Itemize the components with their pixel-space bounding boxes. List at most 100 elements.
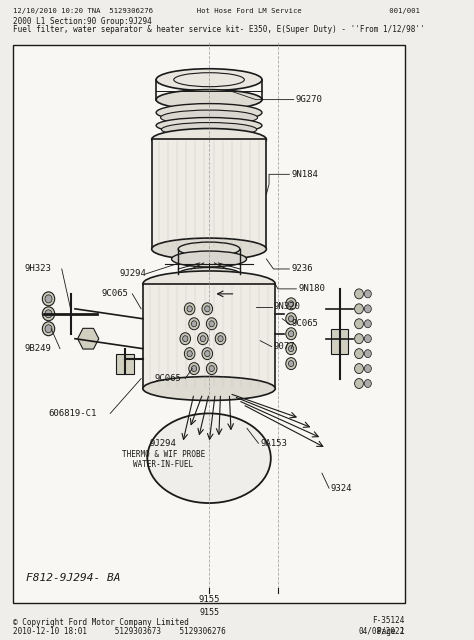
Circle shape bbox=[191, 365, 197, 372]
Circle shape bbox=[215, 333, 226, 345]
Ellipse shape bbox=[162, 122, 257, 136]
Circle shape bbox=[202, 303, 212, 315]
Text: 9077: 9077 bbox=[273, 342, 295, 351]
Circle shape bbox=[365, 380, 371, 387]
Circle shape bbox=[289, 316, 294, 322]
Bar bbox=[331, 329, 348, 354]
Circle shape bbox=[355, 289, 364, 299]
Text: 12/10/2010 10:20 TNA  5129306276          Hot Hose Ford LM Service              : 12/10/2010 10:20 TNA 5129306276 Hot Hose… bbox=[13, 8, 420, 14]
Circle shape bbox=[365, 335, 371, 342]
Text: 9J294: 9J294 bbox=[150, 439, 177, 448]
Ellipse shape bbox=[143, 376, 275, 401]
Circle shape bbox=[365, 349, 371, 358]
Ellipse shape bbox=[156, 118, 262, 134]
Text: WATER-IN-FUEL: WATER-IN-FUEL bbox=[133, 460, 193, 468]
Circle shape bbox=[200, 336, 206, 342]
Text: 9H323: 9H323 bbox=[25, 264, 52, 273]
Circle shape bbox=[355, 304, 364, 314]
Ellipse shape bbox=[156, 104, 262, 122]
Text: 2010-12-10 18:01      5129303673    5129306276: 2010-12-10 18:01 5129303673 5129306276 bbox=[13, 627, 226, 636]
Circle shape bbox=[286, 342, 296, 355]
Circle shape bbox=[365, 365, 371, 372]
Text: 9N184: 9N184 bbox=[291, 170, 318, 179]
Circle shape bbox=[45, 295, 52, 303]
Circle shape bbox=[180, 333, 191, 345]
Circle shape bbox=[355, 378, 364, 388]
Circle shape bbox=[286, 313, 296, 324]
Circle shape bbox=[184, 348, 195, 360]
Circle shape bbox=[289, 360, 294, 367]
Circle shape bbox=[365, 320, 371, 328]
Bar bbox=[152, 140, 266, 249]
Text: 9236: 9236 bbox=[291, 264, 312, 273]
Text: 9C065: 9C065 bbox=[101, 289, 128, 298]
Polygon shape bbox=[78, 328, 99, 349]
Circle shape bbox=[184, 303, 195, 315]
Text: 9155: 9155 bbox=[199, 607, 219, 617]
Circle shape bbox=[289, 301, 294, 307]
Text: 9A153: 9A153 bbox=[260, 439, 287, 448]
Text: 9N180: 9N180 bbox=[298, 284, 325, 293]
Circle shape bbox=[365, 290, 371, 298]
Circle shape bbox=[42, 307, 55, 321]
Circle shape bbox=[206, 363, 217, 374]
Text: 9G270: 9G270 bbox=[295, 95, 322, 104]
Circle shape bbox=[45, 310, 52, 318]
Circle shape bbox=[206, 318, 217, 330]
Circle shape bbox=[355, 319, 364, 329]
Text: Page 1: Page 1 bbox=[377, 627, 405, 636]
Text: Fuel filter, water separator & heater service kit- E350, E(Super Duty) - ''From : Fuel filter, water separator & heater se… bbox=[13, 25, 425, 34]
Text: F-35124
04/08/2022: F-35124 04/08/2022 bbox=[359, 616, 405, 635]
Circle shape bbox=[286, 328, 296, 340]
Circle shape bbox=[187, 351, 192, 356]
Ellipse shape bbox=[156, 90, 262, 109]
Text: © Copyright Ford Motor Company Limited: © Copyright Ford Motor Company Limited bbox=[13, 618, 189, 627]
Text: 9N320: 9N320 bbox=[273, 302, 301, 311]
Circle shape bbox=[202, 348, 212, 360]
Ellipse shape bbox=[152, 129, 266, 150]
Ellipse shape bbox=[172, 251, 246, 267]
Ellipse shape bbox=[152, 238, 266, 260]
Ellipse shape bbox=[147, 413, 271, 503]
Circle shape bbox=[355, 349, 364, 358]
Circle shape bbox=[286, 298, 296, 310]
Circle shape bbox=[205, 306, 210, 312]
Circle shape bbox=[198, 333, 208, 345]
Text: 9C065: 9C065 bbox=[291, 319, 318, 328]
Ellipse shape bbox=[156, 68, 262, 91]
Circle shape bbox=[218, 336, 223, 342]
Ellipse shape bbox=[178, 268, 240, 280]
Ellipse shape bbox=[143, 271, 275, 297]
Ellipse shape bbox=[161, 110, 257, 125]
Circle shape bbox=[289, 331, 294, 337]
Ellipse shape bbox=[178, 242, 240, 256]
Circle shape bbox=[355, 364, 364, 374]
Text: 9B249: 9B249 bbox=[25, 344, 52, 353]
Circle shape bbox=[205, 351, 210, 356]
Circle shape bbox=[355, 333, 364, 344]
Text: 9J294: 9J294 bbox=[119, 269, 146, 278]
Circle shape bbox=[189, 363, 200, 374]
Text: 9C065: 9C065 bbox=[155, 374, 181, 383]
Circle shape bbox=[42, 322, 55, 336]
Circle shape bbox=[286, 358, 296, 369]
Bar bbox=[143, 284, 275, 388]
Circle shape bbox=[289, 346, 294, 351]
Text: THERMO & WIF PROBE: THERMO & WIF PROBE bbox=[121, 450, 205, 459]
Circle shape bbox=[365, 305, 371, 313]
Text: F812-9J294- BA: F812-9J294- BA bbox=[27, 573, 121, 583]
Text: 2000 L1 Section:90 Group:9J294: 2000 L1 Section:90 Group:9J294 bbox=[13, 17, 152, 26]
Circle shape bbox=[209, 365, 214, 372]
Circle shape bbox=[45, 324, 52, 333]
Circle shape bbox=[191, 321, 197, 327]
Bar bbox=[117, 354, 134, 374]
Text: 9324: 9324 bbox=[331, 484, 352, 493]
Text: 9155: 9155 bbox=[198, 595, 220, 604]
Bar bbox=[13, 45, 405, 603]
Text: 606819-C1: 606819-C1 bbox=[48, 409, 97, 418]
Circle shape bbox=[189, 318, 200, 330]
Circle shape bbox=[209, 321, 214, 327]
Circle shape bbox=[182, 336, 188, 342]
Circle shape bbox=[187, 306, 192, 312]
Circle shape bbox=[42, 292, 55, 306]
